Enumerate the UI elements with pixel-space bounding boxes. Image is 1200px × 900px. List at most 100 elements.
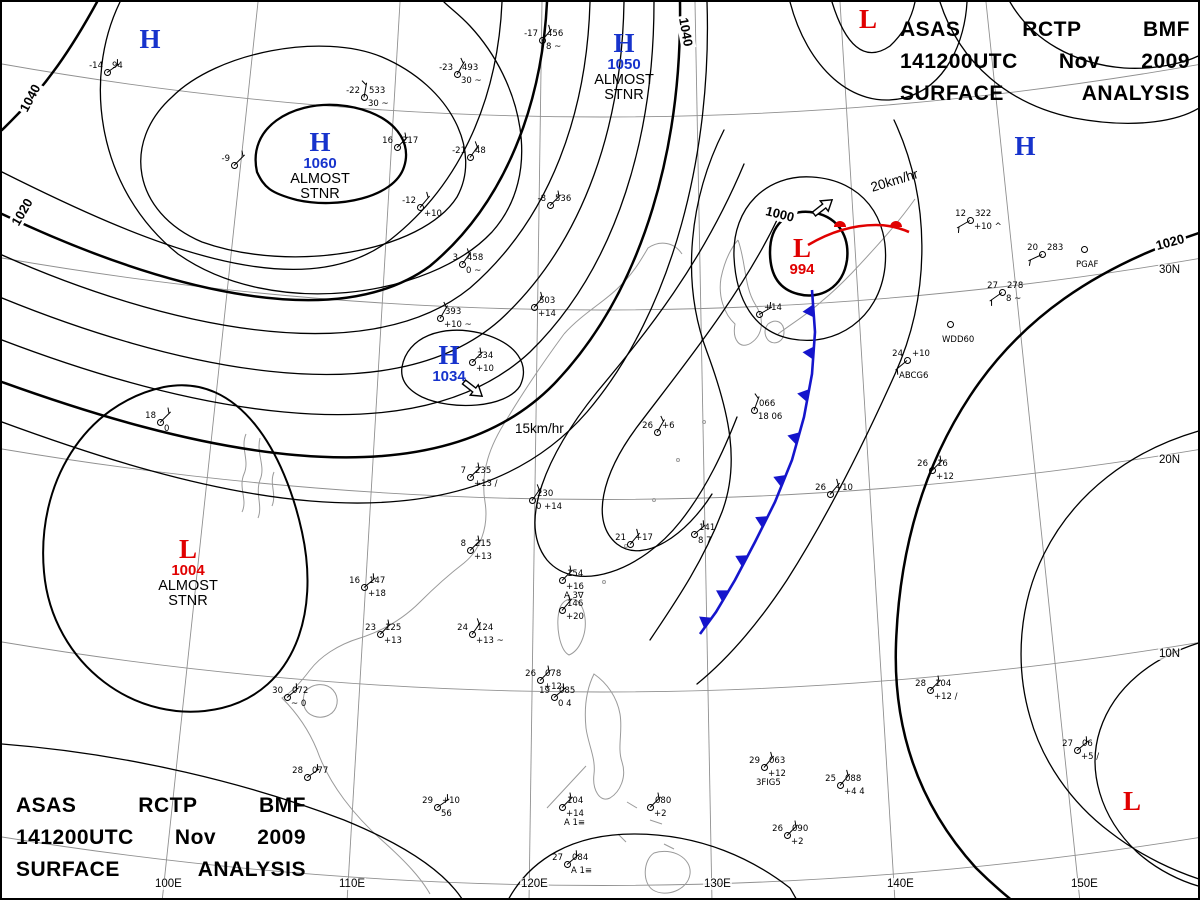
valid-time: 141200UTC Nov 2009 <box>16 826 306 849</box>
center-pressure-value: 994 <box>789 261 815 279</box>
station-circle-icon <box>393 143 401 151</box>
station-tendency: +4 4 <box>844 787 865 797</box>
station-circle-icon <box>755 310 763 318</box>
high-symbol: H <box>613 28 635 58</box>
motion-speed-label: 15km/hr <box>515 421 564 436</box>
station-pressure: 063 <box>769 756 786 766</box>
high-center: H 1050 ALMOST STNR <box>594 29 654 104</box>
station-circle-icon <box>468 630 476 638</box>
station-temperature: -22 <box>346 86 360 96</box>
station-circle-icon <box>783 831 791 839</box>
station-id: ABCG6 <box>899 371 929 381</box>
station-tendency: 18 06 <box>758 412 783 422</box>
station-temperature: 19 <box>539 686 550 696</box>
station-circle-icon <box>230 161 238 169</box>
station-pressure: 06 <box>1082 739 1093 749</box>
isobar <box>831 2 916 54</box>
station-circle-icon <box>690 530 698 538</box>
wind-barb-icon <box>895 360 908 371</box>
station-pressure: 230 <box>537 489 554 499</box>
station-pressure: +10 <box>442 796 460 806</box>
station-circle-icon <box>538 36 546 44</box>
station-pressure: 077 <box>312 766 329 776</box>
station-pressure: 215 <box>475 539 492 549</box>
isobar <box>2 2 591 335</box>
station-pressure: 104 <box>935 679 952 689</box>
station-tendency: +10 <box>424 209 442 219</box>
longitude-label: 130E <box>703 878 732 890</box>
longitude-label: 110E <box>338 878 367 890</box>
station-tendency: 56 <box>441 809 452 819</box>
low-symbol: L <box>1122 786 1142 816</box>
station-tendency: +13 <box>474 552 492 562</box>
isobar <box>2 2 503 270</box>
meridian-line <box>839 2 896 898</box>
station-circle-icon <box>626 540 634 548</box>
station-circle-icon <box>528 496 536 504</box>
warm-front-semicircle-icon <box>834 221 846 227</box>
station-circle-icon <box>826 490 834 498</box>
coastline-hainan <box>302 684 338 718</box>
station-temperature: 16 <box>382 136 393 146</box>
station-temperature: -9 <box>221 154 230 164</box>
station-pressure: 458 <box>467 253 484 263</box>
parallel-line <box>2 257 1198 311</box>
station-pressure: 090 <box>792 824 809 834</box>
station-tendency: +20 <box>566 612 584 622</box>
station-tendency: +5 / <box>1081 752 1100 762</box>
station-temperature: 29 <box>422 796 433 806</box>
isobar <box>1094 642 1198 887</box>
parallel-line <box>2 836 1198 886</box>
station-circle-icon <box>103 68 111 76</box>
station-temperature: -14 <box>89 61 103 71</box>
cold-front-triangle-icon <box>755 516 768 528</box>
station-circle-icon <box>466 546 474 554</box>
isobar-1040 <box>2 2 99 132</box>
station-pressure: 146 <box>567 599 584 609</box>
cold-front-triangle-icon <box>699 616 712 629</box>
station-tendency: +10 ^ <box>974 222 1002 232</box>
latitude-label: 20N <box>1158 454 1182 466</box>
station-circle-icon <box>546 201 554 209</box>
station-circle-icon <box>1073 746 1081 754</box>
station-circle-icon <box>360 583 368 591</box>
cold-front-triangle-icon <box>787 432 800 445</box>
station-circle-icon <box>466 473 474 481</box>
station-tendency: 0 ~ <box>466 266 482 276</box>
isobar-closed <box>733 176 887 341</box>
station-pressure: 124 <box>477 623 494 633</box>
station-tendency: 0 <box>164 424 170 434</box>
isobar-trough-east <box>696 119 923 685</box>
low-symbol: L <box>858 4 878 34</box>
station-pressure: 217 <box>402 136 419 146</box>
station-circle-icon <box>433 803 441 811</box>
station-pressure: +6 <box>662 421 675 431</box>
station-tendency: 8 ~ <box>1006 294 1022 304</box>
high-symbol: H <box>139 24 161 54</box>
station-circle-icon <box>468 358 476 366</box>
fronts <box>698 221 910 635</box>
station-pressure: 088 <box>845 774 862 784</box>
station-pressure: 536 <box>555 194 572 204</box>
longitude-label: 120E <box>520 878 549 890</box>
wind-barb-icon <box>419 195 431 208</box>
station-circle-icon <box>376 630 384 638</box>
station-tendency: +12 / <box>934 692 958 702</box>
cold-front-triangle-icon <box>735 555 749 567</box>
station-temperature: 26 <box>815 483 826 493</box>
longitude-label: 140E <box>886 878 915 890</box>
station-pressure: 48 <box>475 146 486 156</box>
station-temperature: 26 <box>642 421 653 431</box>
station-circle-icon <box>283 693 291 701</box>
low-center: L 1004 ALMOST STNR <box>158 535 218 610</box>
station-circle-icon <box>903 356 911 364</box>
high-motion-arrow-icon <box>461 379 484 397</box>
station-circle-icon <box>928 466 936 474</box>
chart-type: SURFACE ANALYSIS <box>900 82 1190 105</box>
isobar-trough-west <box>649 129 732 641</box>
parallel-line <box>2 448 1198 500</box>
station-temperature: 29 <box>749 756 760 766</box>
station-pressure: 283 <box>1047 243 1064 253</box>
station-tendency: +14 <box>566 809 584 819</box>
